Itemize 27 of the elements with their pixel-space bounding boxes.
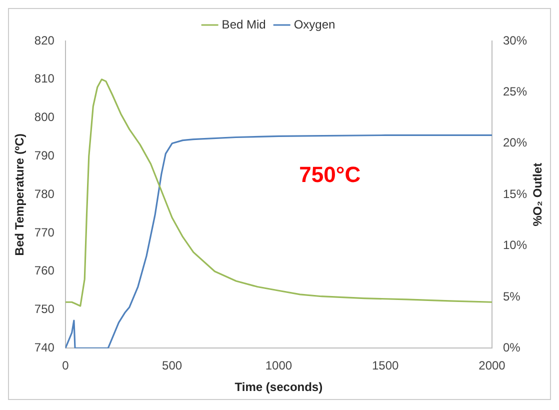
y-tick-label: 760 <box>34 264 55 278</box>
y-tick-label: 750 <box>34 302 55 316</box>
y-tick-label: 780 <box>34 186 55 201</box>
y-tick-label: 790 <box>34 148 55 163</box>
y2-tick-label: 20% <box>502 136 528 150</box>
y2-tick-label: 5% <box>502 289 521 304</box>
y-tick-label: 800 <box>34 110 55 124</box>
x-tick-label: 2000 <box>478 358 506 373</box>
y-tick-label: 770 <box>34 225 55 240</box>
y-tick-label: 740 <box>34 340 55 355</box>
x-tick-label: 0 <box>62 358 70 373</box>
y2-tick-label: 25% <box>502 84 528 99</box>
y-tick-label: 820 <box>34 33 55 48</box>
x-tick-label: 1500 <box>372 358 400 373</box>
legend-label: Oxygen <box>294 17 336 32</box>
legend-label: Bed Mid <box>222 17 266 32</box>
y-axis-title: Bed Temperature (ºC) <box>12 134 27 256</box>
y2-tick-label: 0% <box>502 340 521 355</box>
y2-tick-label: 10% <box>502 238 528 252</box>
x-tick-label: 1000 <box>265 358 292 373</box>
y2-axis-title: %O₂ Outlet <box>530 162 544 226</box>
y-tick-label: 810 <box>34 72 55 86</box>
annotation: 750°C <box>299 162 361 188</box>
x-axis-title: Time (seconds) <box>234 380 323 394</box>
y2-tick-label: 15% <box>502 186 528 201</box>
y2-tick-label: 30% <box>502 33 528 48</box>
x-tick-label: 500 <box>162 358 182 373</box>
